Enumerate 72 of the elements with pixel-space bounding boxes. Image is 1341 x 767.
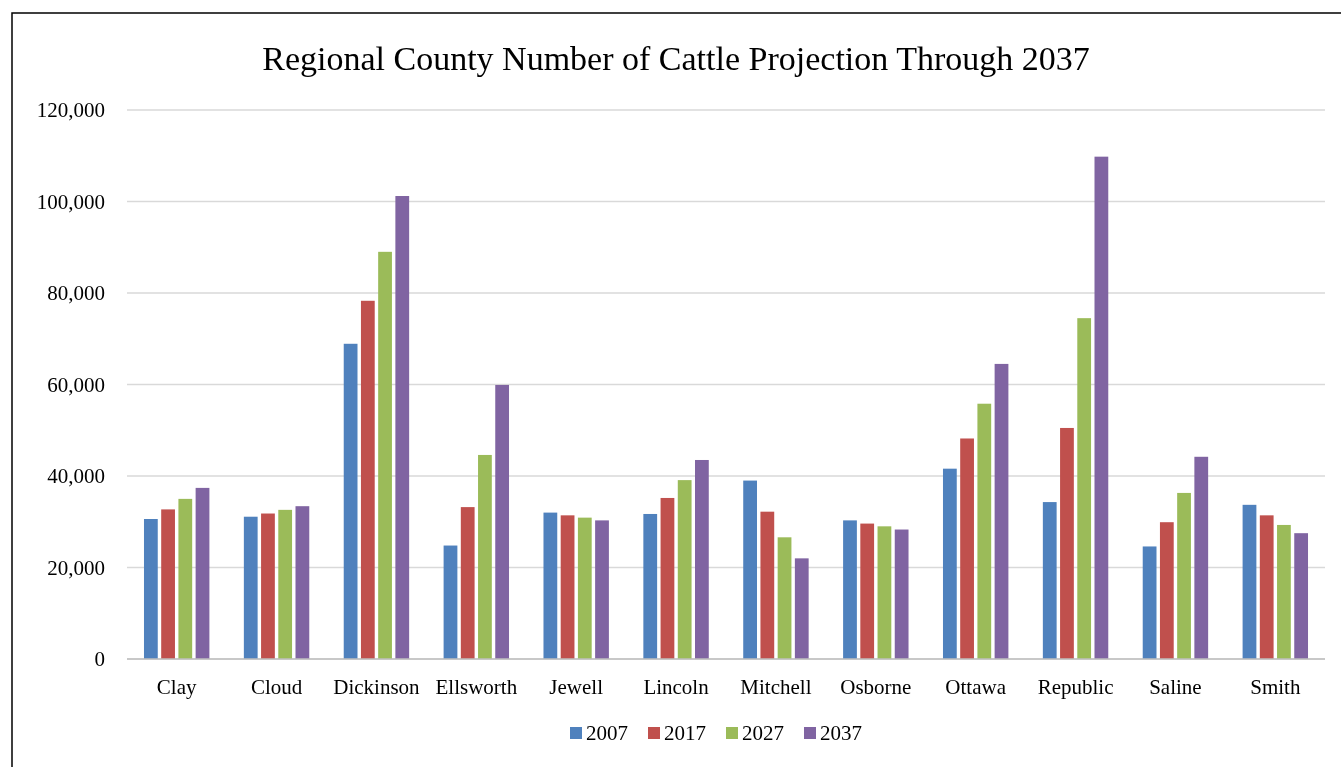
- bar: [695, 459, 709, 659]
- bar: [1042, 502, 1057, 659]
- legend-label: 2027: [742, 721, 784, 745]
- y-tick-label: 120,000: [36, 98, 105, 122]
- bar: [1177, 492, 1191, 659]
- y-tick-label: 100,000: [36, 189, 105, 214]
- x-tick-label: Lincoln: [643, 675, 710, 699]
- bar: [660, 497, 675, 659]
- x-tick-label: Saline: [1149, 675, 1202, 699]
- bar: [243, 516, 258, 659]
- bar: [543, 512, 558, 659]
- bar: [1259, 515, 1274, 659]
- bar: [643, 513, 658, 659]
- x-tick-label: Ellsworth: [435, 675, 518, 699]
- bar: [595, 520, 609, 659]
- y-tick-label: 60,000: [47, 372, 105, 397]
- y-tick-label: 0: [94, 647, 105, 671]
- y-tick-label: 80,000: [47, 281, 105, 305]
- bar: [1277, 524, 1291, 659]
- bar: [860, 523, 875, 659]
- bar: [1159, 522, 1174, 659]
- bar: [1294, 533, 1309, 659]
- bar: [1142, 546, 1157, 659]
- x-tick-label: Smith: [1250, 675, 1301, 699]
- x-tick-label: Ottawa: [945, 675, 1007, 699]
- bar: [777, 537, 792, 659]
- bar: [343, 343, 358, 659]
- bar: [143, 519, 158, 659]
- x-tick-label: Republic: [1037, 675, 1114, 699]
- bar: [560, 515, 575, 659]
- bar: [378, 251, 392, 659]
- x-tick-label: Dickinson: [333, 675, 421, 699]
- x-tick-label: Jewell: [549, 675, 604, 699]
- bar: [295, 506, 310, 659]
- bar: [278, 509, 293, 659]
- bar: [443, 545, 458, 659]
- bar: [743, 480, 757, 659]
- y-tick-label: 20,000: [47, 555, 105, 580]
- bar: [478, 454, 492, 659]
- x-tick-label: Clay: [156, 675, 198, 699]
- bar: [161, 509, 175, 659]
- bar: [261, 513, 275, 659]
- y-tick-label: 40,000: [47, 464, 105, 488]
- bar: [994, 363, 1009, 659]
- bar: [960, 438, 974, 659]
- bar: [877, 526, 892, 659]
- bar: [577, 517, 592, 659]
- bar: [843, 520, 857, 659]
- bar: [1060, 427, 1074, 659]
- bar: [794, 558, 809, 659]
- bar: [977, 403, 992, 659]
- bar: [1094, 156, 1109, 659]
- legend-label: 2007: [586, 721, 628, 745]
- bar: [1194, 456, 1209, 659]
- chart-title: Regional County Number of Cattle Projection Through 2037: [262, 40, 1090, 77]
- bar: [677, 480, 692, 659]
- bar: [942, 468, 957, 659]
- x-tick-label: Osborne: [840, 675, 912, 699]
- bar: [360, 300, 375, 659]
- bar: [178, 498, 193, 659]
- bar: [1242, 504, 1257, 659]
- bar: [395, 196, 410, 659]
- bar: [495, 384, 510, 659]
- x-tick-label: Cloud: [250, 675, 303, 699]
- bar: [760, 511, 775, 659]
- bar: [195, 487, 210, 659]
- bar: [894, 529, 909, 659]
- x-tick-label: Mitchell: [740, 675, 812, 699]
- legend-label: 2017: [664, 721, 706, 745]
- bar: [1077, 318, 1092, 659]
- bar: [460, 507, 475, 659]
- legend-label: 2037: [820, 721, 862, 745]
